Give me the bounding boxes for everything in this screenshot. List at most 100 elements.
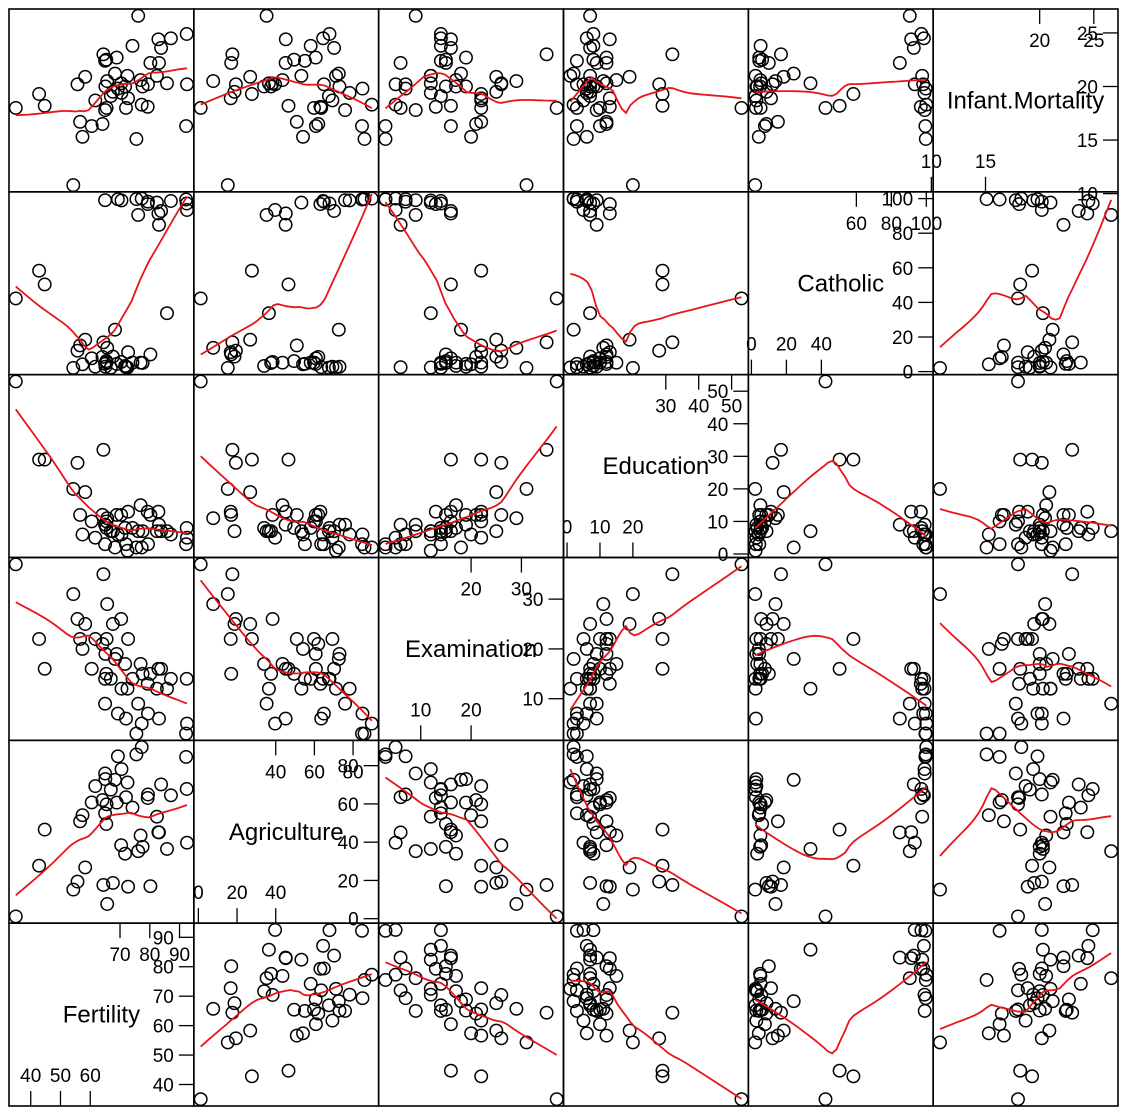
tick-label: 20: [461, 580, 482, 601]
tick-label: 20: [1077, 77, 1098, 98]
data-point: [994, 793, 1009, 808]
data-point: [121, 632, 136, 646]
data-point: [313, 961, 328, 976]
data-point: [66, 882, 81, 897]
data-point: [593, 119, 607, 134]
data-point: [78, 69, 93, 84]
data-point: [764, 981, 778, 996]
data-point: [916, 31, 931, 46]
smoother-line: [15, 804, 188, 896]
smoother-line: [15, 67, 188, 117]
smoother-line: [569, 76, 742, 115]
data-point: [133, 498, 148, 513]
data-point: [599, 646, 614, 661]
data-point: [154, 661, 169, 676]
data-point: [1034, 787, 1049, 802]
data-point: [1065, 1005, 1080, 1020]
data-point: [131, 207, 146, 222]
data-point: [163, 31, 178, 46]
data-point: [1038, 897, 1053, 911]
data-point: [748, 100, 763, 115]
data-point: [655, 277, 670, 292]
data-point: [655, 822, 670, 837]
data-point: [433, 998, 448, 1013]
data-point: [193, 557, 208, 572]
data-point: [307, 100, 321, 115]
data-point: [224, 55, 239, 70]
data-point: [918, 923, 933, 938]
data-point: [1058, 671, 1073, 686]
data-point: [569, 53, 584, 68]
data-point: [278, 32, 293, 47]
data-point: [338, 696, 353, 711]
data-point: [1080, 206, 1095, 221]
data-point: [243, 69, 258, 84]
data-point: [1008, 766, 1023, 781]
data-point: [996, 632, 1011, 646]
data-point: [933, 882, 947, 897]
data-point: [149, 68, 164, 83]
data-point: [66, 178, 81, 193]
data-point: [1011, 537, 1025, 552]
panel-fertility-vs-agriculture: [193, 922, 380, 1107]
tick-label: 60: [846, 214, 867, 235]
data-point: [428, 197, 443, 212]
data-point: [98, 646, 113, 661]
data-point: [88, 632, 103, 646]
data-point: [494, 874, 509, 889]
tick-label: 40: [688, 397, 709, 418]
panel-frame: [377, 373, 565, 559]
data-point: [378, 119, 393, 134]
data-point: [1104, 696, 1119, 711]
data-point: [160, 76, 174, 91]
data-point: [98, 537, 113, 552]
panel-agriculture-vs-infant-mortality: [932, 739, 1119, 924]
data-point: [129, 132, 144, 146]
data-point: [599, 50, 614, 65]
data-point: [1012, 197, 1027, 212]
data-point: [665, 335, 680, 350]
data-point: [1056, 959, 1071, 974]
data-point: [599, 814, 614, 829]
data-point: [438, 1002, 453, 1017]
data-point: [748, 711, 763, 726]
data-point: [776, 1023, 791, 1038]
data-point: [765, 455, 780, 470]
data-point: [294, 68, 309, 83]
data-point: [904, 661, 919, 676]
data-point: [1030, 749, 1045, 764]
tick-label: 20: [707, 480, 728, 501]
data-point: [474, 114, 489, 129]
panel-frame: [932, 922, 1119, 1107]
data-point: [622, 617, 637, 631]
data-point: [180, 77, 194, 92]
data-point: [294, 952, 309, 967]
data-point: [776, 69, 791, 84]
panel-education-vs-catholic: [747, 373, 934, 559]
data-point: [438, 79, 453, 94]
data-point: [206, 74, 221, 89]
data-point: [549, 909, 564, 924]
data-point: [393, 360, 408, 375]
data-point: [786, 66, 801, 81]
data-point: [599, 1028, 614, 1043]
data-point: [583, 8, 598, 23]
data-point: [297, 53, 312, 68]
data-point: [443, 98, 458, 113]
data-point: [98, 696, 113, 711]
data-point: [803, 681, 818, 696]
data-point: [494, 455, 509, 470]
data-point: [268, 922, 283, 937]
data-point: [120, 775, 135, 790]
data-point: [1013, 822, 1028, 837]
data-point: [907, 716, 922, 731]
data-point: [979, 726, 994, 741]
data-point: [569, 360, 584, 375]
data-point: [992, 537, 1007, 552]
data-point: [586, 846, 601, 861]
data-point: [393, 983, 408, 998]
data-point: [423, 306, 438, 321]
data-point: [549, 291, 564, 306]
panel-catholic-vs-examination: [377, 191, 565, 376]
panel-catholic-vs-agriculture: [193, 191, 380, 376]
